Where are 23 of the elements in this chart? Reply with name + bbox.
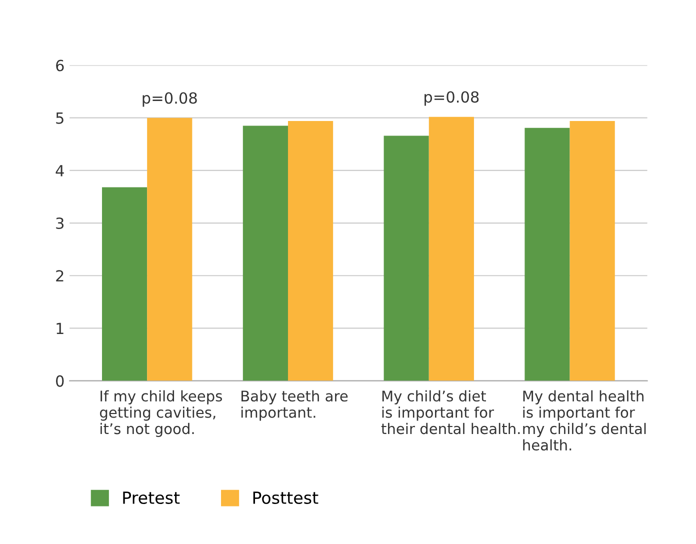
bar	[288, 121, 334, 381]
annotation: p=0.08	[142, 92, 197, 107]
x-tick-label: My child’s diet is important for their dental health.	[381, 390, 520, 434]
x-tick-label: My dental health is important for my child’s dental health.	[523, 390, 646, 451]
bar	[147, 118, 192, 381]
legend-label: Posttest	[253, 492, 318, 504]
y-tick-label: 5	[56, 112, 64, 124]
y-tick-label: 6	[56, 60, 64, 72]
y-tick-label: 3	[56, 218, 64, 230]
x-tick-label: Baby teeth are important.	[241, 390, 348, 421]
y-tick-label: 0	[56, 375, 64, 387]
x-tick-label: If my child keeps getting cavities, it’s not good.	[100, 390, 222, 438]
bar	[384, 136, 429, 381]
bar	[570, 121, 615, 381]
bar	[428, 116, 474, 381]
bar	[524, 128, 570, 381]
bar	[102, 187, 148, 381]
annotation: p=0.08	[424, 91, 479, 106]
y-tick-label: 2	[56, 270, 64, 282]
legend-label: Pretest	[123, 492, 180, 504]
y-tick-label: 4	[56, 165, 64, 176]
bar	[242, 126, 288, 381]
y-tick-label: 1	[56, 322, 64, 334]
